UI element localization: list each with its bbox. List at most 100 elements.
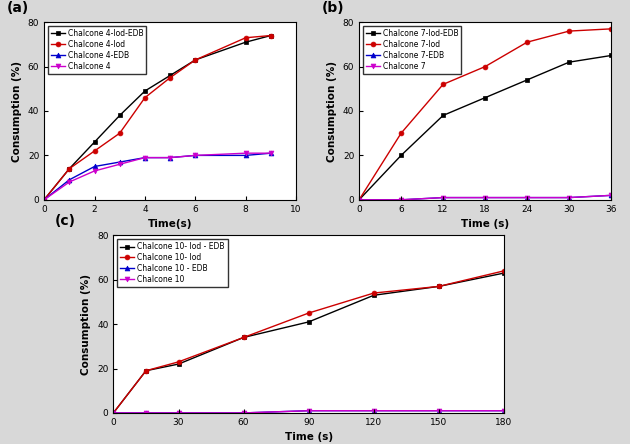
Chalcone 10- Iod	[142, 368, 150, 373]
Chalcone 7-EDB	[398, 197, 405, 202]
Chalcone 4-EDB	[192, 153, 199, 158]
Y-axis label: Consumption (%): Consumption (%)	[81, 274, 91, 375]
Chalcone 4	[141, 155, 149, 160]
X-axis label: Time(s): Time(s)	[148, 219, 192, 229]
Chalcone 10	[110, 410, 117, 416]
Chalcone 10- Iod	[370, 290, 377, 296]
Chalcone 4	[242, 151, 249, 156]
Chalcone 7-EDB	[607, 193, 615, 198]
Chalcone 7-Iod	[565, 28, 573, 34]
X-axis label: Time (s): Time (s)	[461, 219, 509, 229]
Chalcone 10- Iod - EDB	[110, 410, 117, 416]
Chalcone 4-EDB	[166, 155, 174, 160]
Chalcone 10- Iod - EDB	[142, 368, 150, 373]
Chalcone 7-Iod-EDB	[607, 53, 615, 58]
Chalcone 4-EDB	[141, 155, 149, 160]
Chalcone 7-EDB	[524, 195, 531, 200]
Chalcone 7-EDB	[481, 195, 489, 200]
Chalcone 4-Iod-EDB	[267, 33, 275, 38]
Chalcone 4	[91, 168, 98, 174]
Chalcone 7-Iod-EDB	[439, 113, 447, 118]
Chalcone 4	[40, 197, 48, 202]
Line: Chalcone 10 - EDB: Chalcone 10 - EDB	[111, 408, 507, 415]
Chalcone 10- Iod - EDB	[370, 293, 377, 298]
Chalcone 10 - EDB	[435, 408, 443, 413]
Chalcone 7-Iod-EDB	[524, 77, 531, 83]
Line: Chalcone 4-EDB: Chalcone 4-EDB	[42, 151, 273, 202]
Chalcone 4-Iod-EDB	[192, 57, 199, 63]
Chalcone 4-EDB	[40, 197, 48, 202]
Chalcone 4-Iod	[66, 166, 73, 171]
Chalcone 7	[565, 195, 573, 200]
Chalcone 7-Iod-EDB	[355, 197, 363, 202]
Chalcone 4	[166, 155, 174, 160]
Chalcone 10- Iod - EDB	[175, 361, 182, 367]
Chalcone 10 - EDB	[110, 410, 117, 416]
Chalcone 4-Iod-EDB	[66, 166, 73, 171]
Chalcone 4-Iod-EDB	[242, 40, 249, 45]
Chalcone 7-EDB	[565, 195, 573, 200]
Line: Chalcone 7-EDB: Chalcone 7-EDB	[357, 193, 614, 202]
Chalcone 7	[355, 197, 363, 202]
Legend: Chalcone 7-Iod-EDB, Chalcone 7-Iod, Chalcone 7-EDB, Chalcone 7: Chalcone 7-Iod-EDB, Chalcone 7-Iod, Chal…	[363, 26, 461, 74]
Chalcone 4	[192, 153, 199, 158]
Chalcone 4-Iod	[242, 35, 249, 40]
Chalcone 7-Iod-EDB	[481, 95, 489, 100]
Chalcone 4-Iod	[192, 57, 199, 63]
Chalcone 10- Iod - EDB	[500, 270, 508, 276]
Line: Chalcone 7-Iod-EDB: Chalcone 7-Iod-EDB	[357, 53, 614, 202]
Chalcone 7-Iod	[607, 26, 615, 32]
Legend: Chalcone 10- Iod - EDB, Chalcone 10- Iod, Chalcone 10 - EDB, Chalcone 10: Chalcone 10- Iod - EDB, Chalcone 10- Iod…	[117, 239, 227, 287]
Chalcone 7-Iod	[524, 40, 531, 45]
Chalcone 4-EDB	[116, 159, 123, 165]
Line: Chalcone 10- Iod - EDB: Chalcone 10- Iod - EDB	[111, 271, 507, 415]
Chalcone 4-EDB	[66, 177, 73, 182]
Chalcone 4	[116, 162, 123, 167]
Y-axis label: Consumption (%): Consumption (%)	[327, 60, 337, 162]
Chalcone 7	[481, 195, 489, 200]
Chalcone 7-Iod	[481, 64, 489, 69]
Chalcone 4-Iod-EDB	[116, 113, 123, 118]
Chalcone 4-Iod-EDB	[91, 139, 98, 145]
Chalcone 10	[370, 408, 377, 413]
Chalcone 4-Iod	[166, 75, 174, 80]
Chalcone 10 - EDB	[240, 410, 248, 416]
Line: Chalcone 10- Iod: Chalcone 10- Iod	[111, 269, 507, 415]
Chalcone 10 - EDB	[142, 410, 150, 416]
Chalcone 4-Iod-EDB	[141, 88, 149, 94]
Chalcone 4-Iod	[267, 33, 275, 38]
Chalcone 4-Iod-EDB	[40, 197, 48, 202]
Chalcone 10- Iod	[500, 268, 508, 274]
Chalcone 10- Iod	[435, 284, 443, 289]
Chalcone 4-Iod	[116, 131, 123, 136]
Chalcone 4-EDB	[91, 164, 98, 169]
Chalcone 10 - EDB	[175, 410, 182, 416]
Chalcone 7	[607, 193, 615, 198]
Chalcone 10	[142, 410, 150, 416]
Chalcone 4	[267, 151, 275, 156]
Chalcone 10	[240, 410, 248, 416]
Chalcone 10- Iod - EDB	[305, 319, 312, 325]
Chalcone 10	[435, 408, 443, 413]
Line: Chalcone 4-Iod: Chalcone 4-Iod	[42, 33, 273, 202]
Chalcone 7	[524, 195, 531, 200]
Chalcone 4-Iod	[91, 148, 98, 154]
Chalcone 10- Iod - EDB	[240, 335, 248, 340]
Chalcone 10- Iod	[240, 335, 248, 340]
Chalcone 10- Iod - EDB	[435, 284, 443, 289]
Legend: Chalcone 4-Iod-EDB, Chalcone 4-Iod, Chalcone 4-EDB, Chalcone 4: Chalcone 4-Iod-EDB, Chalcone 4-Iod, Chal…	[48, 26, 146, 74]
Chalcone 10- Iod	[175, 359, 182, 365]
Line: Chalcone 7-Iod: Chalcone 7-Iod	[357, 27, 614, 202]
Chalcone 10	[500, 408, 508, 413]
Chalcone 4-EDB	[267, 151, 275, 156]
Chalcone 10	[175, 410, 182, 416]
Chalcone 4-Iod-EDB	[166, 73, 174, 78]
Chalcone 7-Iod	[355, 197, 363, 202]
Chalcone 10 - EDB	[500, 408, 508, 413]
Chalcone 4-EDB	[242, 153, 249, 158]
Chalcone 10- Iod	[305, 310, 312, 316]
Chalcone 7-EDB	[355, 197, 363, 202]
Text: (b): (b)	[321, 1, 344, 15]
Y-axis label: Consumption (%): Consumption (%)	[12, 60, 22, 162]
Chalcone 7-Iod	[439, 82, 447, 87]
